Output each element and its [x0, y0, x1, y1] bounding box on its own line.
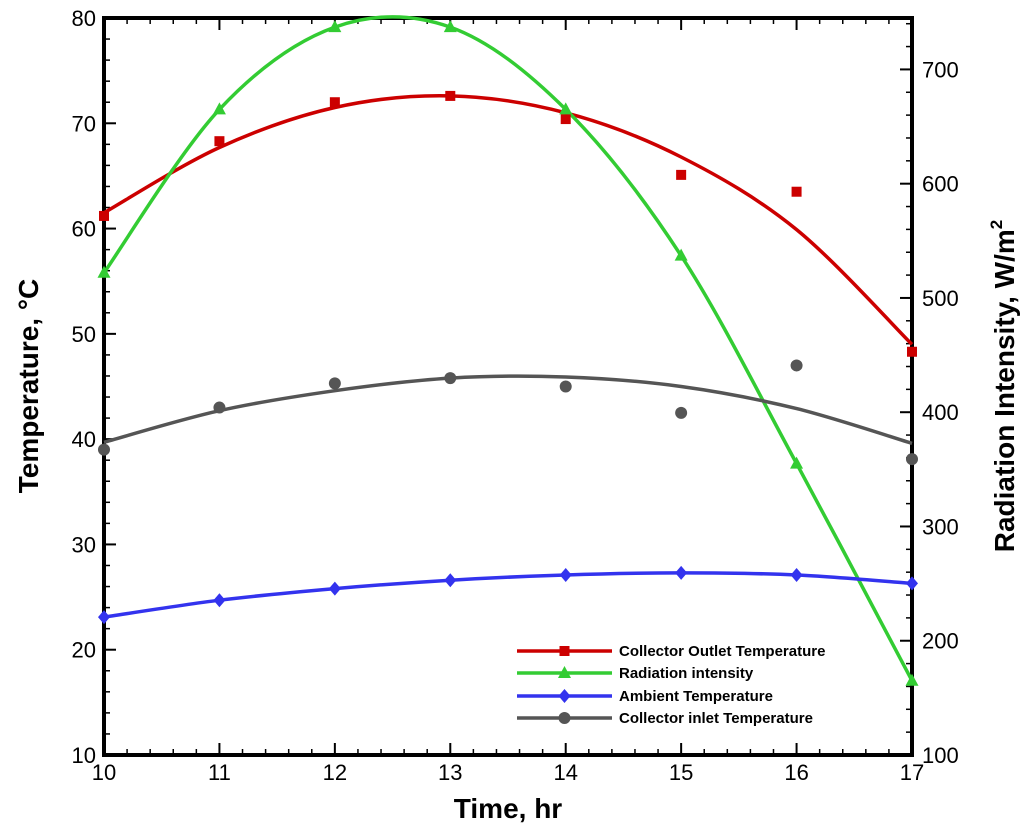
y-right-tick-label: 500: [922, 286, 959, 311]
legend-label-inlet: Collector inlet Temperature: [619, 710, 813, 727]
data-point-radiation: [674, 248, 688, 261]
data-point-inlet: [213, 401, 226, 414]
data-point-outlet: [791, 186, 802, 197]
data-point-ambient: [444, 573, 457, 588]
legend-marker-ambient: [558, 689, 571, 703]
data-point-ambient: [98, 610, 110, 625]
data-point-inlet: [906, 453, 918, 466]
data-point-inlet: [444, 372, 457, 385]
data-point-radiation: [328, 20, 342, 33]
x-tick-label: 11: [208, 760, 231, 785]
data-point-outlet: [329, 97, 340, 108]
y-left-tick-label: 80: [72, 6, 96, 31]
legend: Collector Outlet Temperature Radiation in…: [517, 643, 825, 727]
y-left-tick-label: 10: [72, 743, 96, 768]
x-tick-label: 15: [669, 760, 693, 785]
x-axis-title: Time, hr: [454, 793, 563, 823]
legend-label-radiation: Radiation intensity: [619, 665, 754, 682]
plot-frame: [102, 16, 914, 757]
y-left-tick-label: 30: [72, 532, 96, 557]
data-point-outlet: [560, 114, 571, 125]
y-right-axis-title-main: Radiation Intensity, W/m: [989, 229, 1020, 552]
data-point-inlet: [98, 443, 110, 456]
y-right-tick-label: 400: [922, 400, 959, 425]
data-point-radiation: [443, 20, 457, 33]
x-tick-label: 10: [92, 760, 116, 785]
data-point-inlet: [328, 377, 341, 390]
tick-labels: 10 11 12 13 14 15 16 17 10 20 30 40 50 60 70 80 100 200 30…: [72, 6, 959, 785]
series-line-radiation: [102, 15, 914, 682]
series-line-inlet: [103, 374, 913, 446]
data-point-inlet: [675, 406, 688, 419]
data-point-ambient: [790, 567, 803, 582]
y-left-tick-label: 70: [72, 111, 96, 136]
series-curves: [102, 15, 914, 682]
y-left-axis-title: Temperature, °C: [13, 279, 44, 494]
x-tick-label: 12: [323, 760, 347, 785]
data-point-outlet: [445, 90, 456, 101]
x-tick-label: 17: [900, 760, 924, 785]
data-point-radiation: [790, 456, 804, 469]
data-point-outlet: [676, 169, 687, 180]
data-point-ambient: [328, 581, 341, 596]
y-right-tick-label: 600: [922, 172, 959, 197]
data-point-radiation: [559, 102, 573, 115]
data-point-outlet: [99, 210, 109, 221]
legend-marker-inlet: [558, 712, 571, 724]
x-tick-label: 14: [553, 760, 577, 785]
legend-marker-outlet: [559, 646, 570, 656]
y-left-tick-label: 50: [72, 322, 96, 347]
series-markers: [97, 20, 919, 686]
y-left-tick-label: 20: [72, 638, 96, 663]
y-left-tick-label: 60: [72, 217, 96, 242]
y-right-tick-label: 100: [922, 743, 959, 768]
x-tick-label: 16: [784, 760, 808, 785]
y-right-axis-title-sup: 2: [987, 220, 1006, 229]
data-point-ambient: [559, 567, 572, 582]
legend-label-ambient: Ambient Temperature: [619, 688, 773, 705]
y-left-tick-label: 40: [72, 427, 96, 452]
y-right-axis-title: Radiation Intensity, W/m2: [987, 220, 1020, 553]
y-right-tick-label: 200: [922, 629, 959, 654]
data-point-radiation: [97, 265, 111, 278]
data-point-outlet: [214, 136, 225, 147]
legend-label-outlet: Collector Outlet Temperature: [619, 643, 825, 660]
x-tick-label: 13: [438, 760, 462, 785]
data-point-inlet: [559, 380, 572, 393]
series-line-ambient: [103, 571, 913, 619]
data-point-radiation: [905, 673, 919, 686]
data-point-ambient: [675, 565, 688, 580]
data-point-outlet: [907, 346, 917, 357]
data-point-inlet: [790, 359, 803, 372]
data-point-radiation: [212, 102, 226, 115]
series-line-outlet: [103, 94, 914, 346]
data-point-ambient: [213, 593, 226, 608]
y-right-tick-label: 700: [922, 57, 959, 82]
data-point-ambient: [906, 576, 918, 591]
y-right-tick-label: 300: [922, 514, 959, 539]
legend-marker-radiation: [558, 666, 571, 678]
